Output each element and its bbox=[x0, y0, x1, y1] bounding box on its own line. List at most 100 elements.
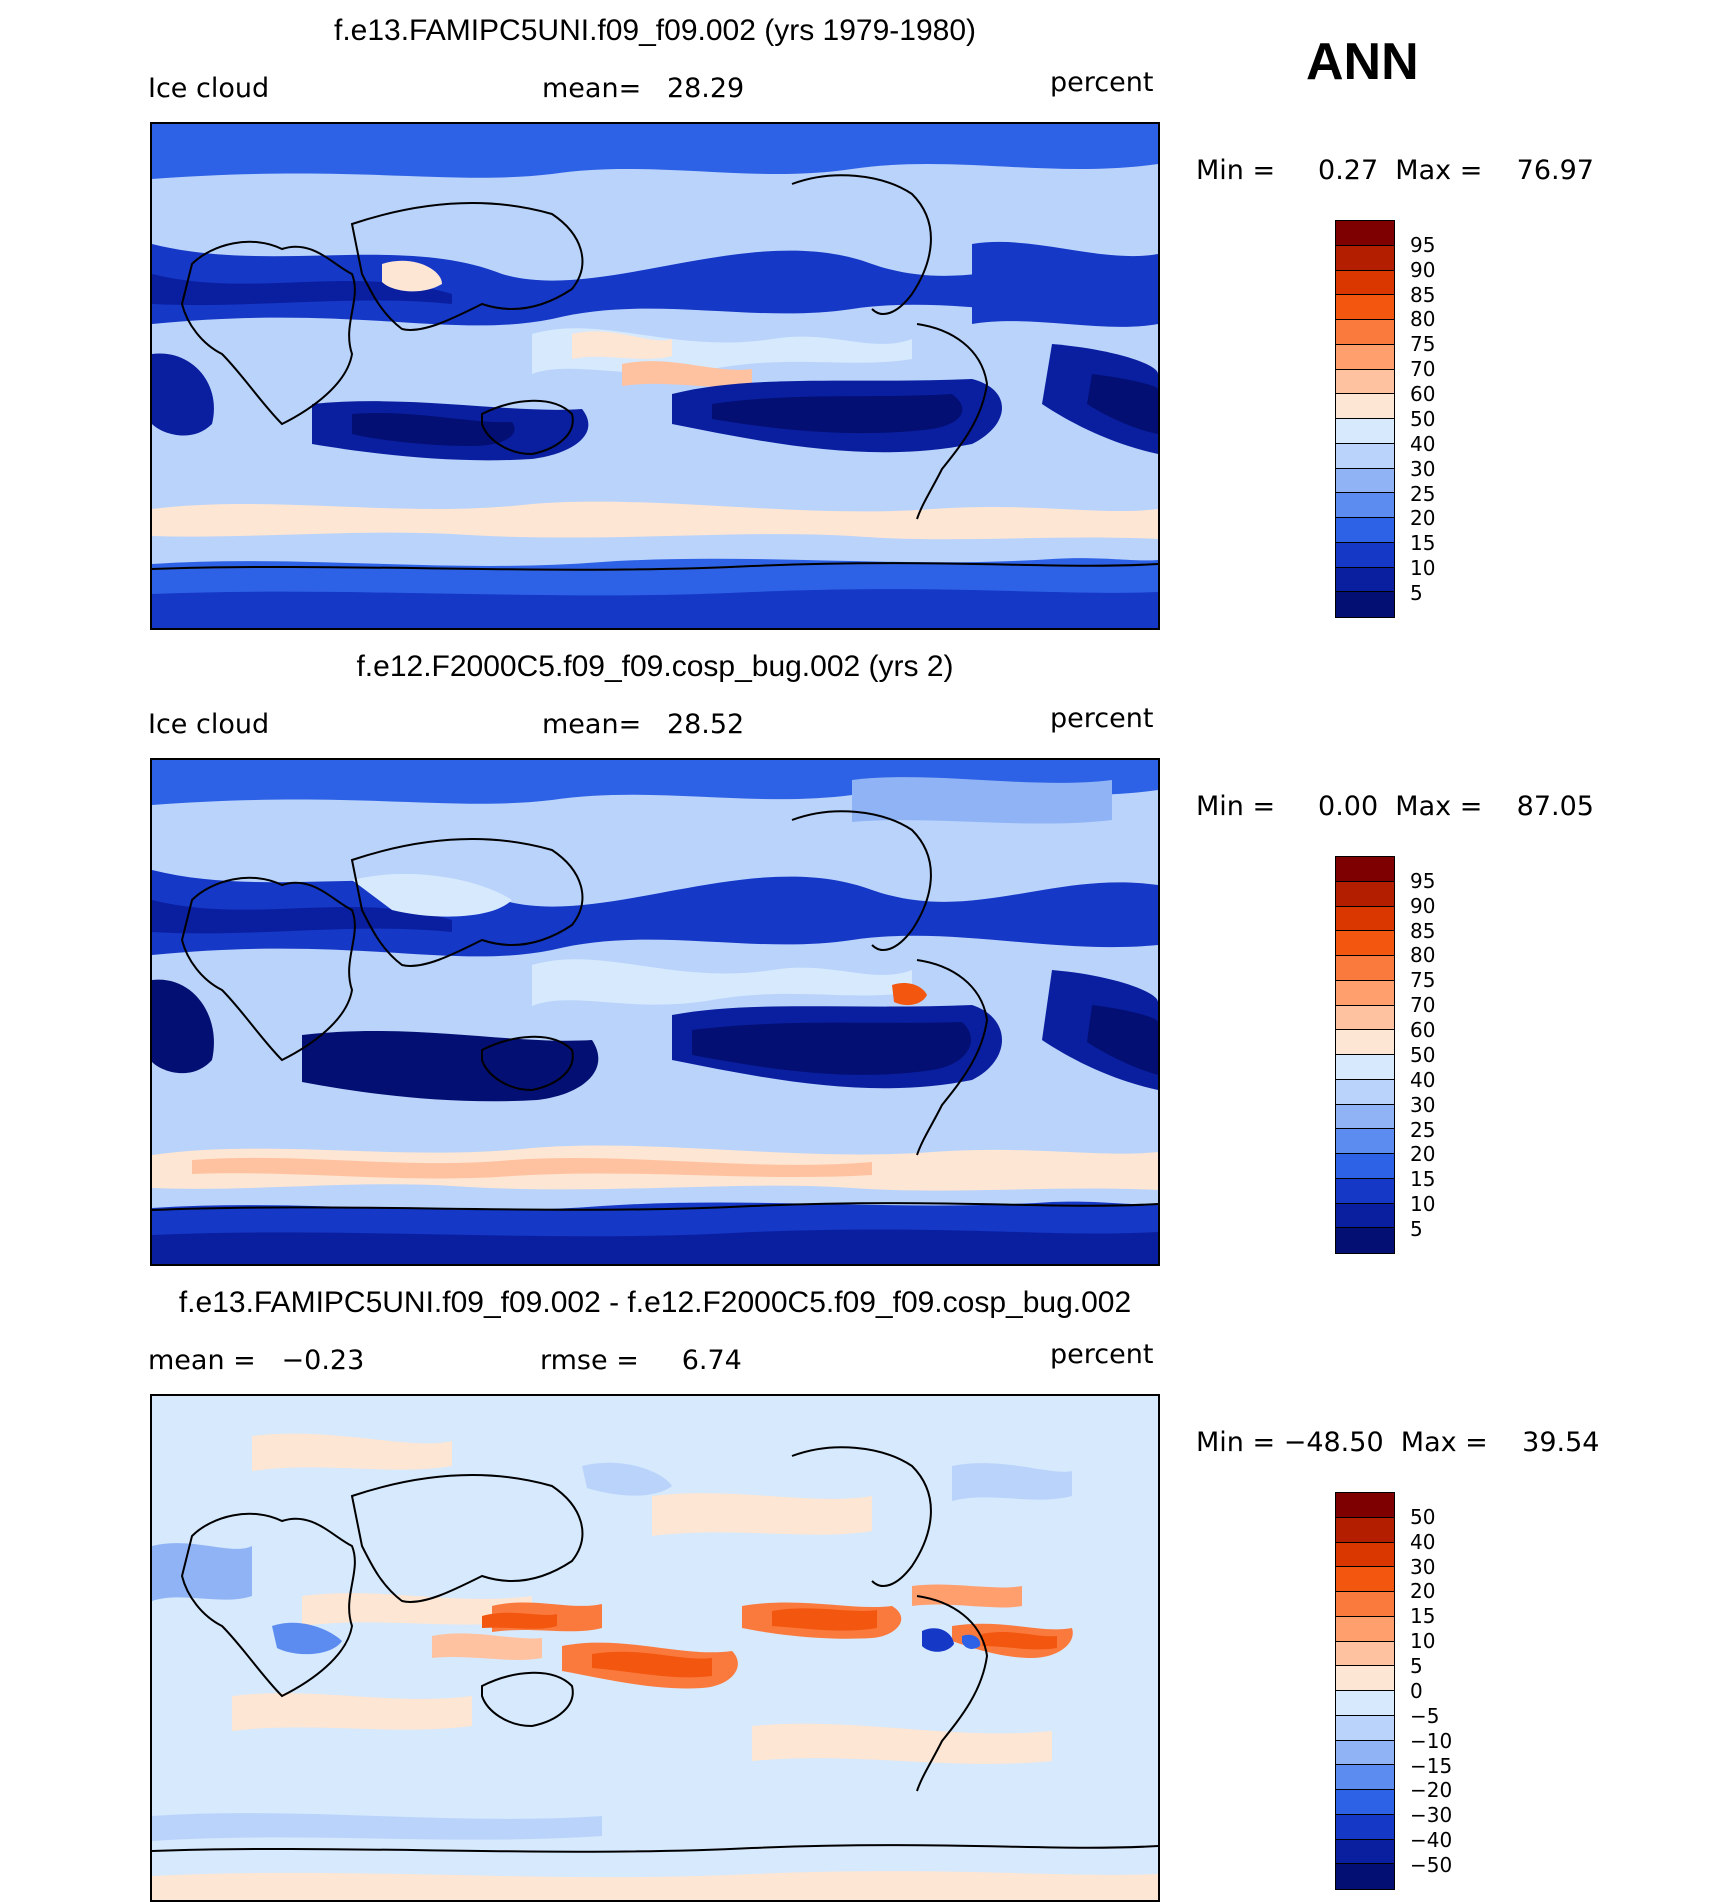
colorbar-box bbox=[1336, 1517, 1394, 1543]
colorbar-tick: 15 bbox=[1410, 1604, 1436, 1628]
colorbar-tick: 30 bbox=[1410, 457, 1436, 481]
panel-1-variable-label: Ice cloud bbox=[148, 73, 270, 104]
colorbar-box bbox=[1336, 1715, 1394, 1741]
colorbar-box bbox=[1336, 1765, 1394, 1790]
colorbar-box bbox=[1336, 468, 1394, 494]
colorbar-tick: 40 bbox=[1410, 432, 1436, 456]
colorbar-box bbox=[1336, 542, 1394, 568]
colorbar-box bbox=[1336, 344, 1394, 370]
colorbar-tick: 60 bbox=[1410, 1018, 1436, 1042]
colorbar-tick: 75 bbox=[1410, 332, 1436, 356]
colorbar-box bbox=[1336, 1030, 1394, 1055]
colorbar-box bbox=[1336, 1814, 1394, 1840]
colorbar-box bbox=[1336, 320, 1394, 345]
colorbar-box bbox=[1336, 394, 1394, 419]
panel-1-mean-label: mean= 28.29 bbox=[542, 73, 745, 104]
panel-3-rmse-label: rmse = 6.74 bbox=[540, 1345, 742, 1376]
colorbar-tick: −5 bbox=[1410, 1704, 1440, 1728]
colorbar-tick: −50 bbox=[1410, 1853, 1453, 1877]
colorbar-tick: −10 bbox=[1410, 1729, 1453, 1753]
colorbar-box bbox=[1336, 295, 1394, 320]
colorbar-tick: 80 bbox=[1410, 943, 1436, 967]
colorbar-box bbox=[1336, 1079, 1394, 1105]
colorbar-box bbox=[1336, 857, 1394, 882]
colorbar-tick: 40 bbox=[1410, 1530, 1436, 1554]
colorbar-tick: 5 bbox=[1410, 1654, 1423, 1678]
panel-2-colorbar-ticks: 95 90 85 80 75 70 60 50 40 30 25 20 15 1… bbox=[1410, 856, 1470, 1254]
colorbar-box bbox=[1336, 1203, 1394, 1229]
panel-3-contour-field bbox=[152, 1396, 1158, 1900]
colorbar-tick: 10 bbox=[1410, 556, 1436, 580]
colorbar-box bbox=[1336, 881, 1394, 907]
colorbar-box bbox=[1336, 419, 1394, 444]
colorbar-box bbox=[1336, 1493, 1394, 1518]
colorbar-tick: 90 bbox=[1410, 258, 1436, 282]
panel-1-contour-field bbox=[152, 124, 1158, 628]
colorbar-tick: 50 bbox=[1410, 407, 1436, 431]
colorbar-tick: 95 bbox=[1410, 233, 1436, 257]
colorbar-tick: 20 bbox=[1410, 506, 1436, 530]
colorbar-box bbox=[1336, 1055, 1394, 1080]
panel-3-map bbox=[150, 1394, 1160, 1902]
colorbar-box bbox=[1336, 980, 1394, 1006]
colorbar-box bbox=[1336, 1790, 1394, 1815]
colorbar-tick: 50 bbox=[1410, 1505, 1436, 1529]
panel-2-contour-field bbox=[152, 760, 1158, 1264]
panel-3-units-label: percent bbox=[1050, 1339, 1154, 1370]
panel-3-mean-label: mean = −0.23 bbox=[148, 1345, 365, 1376]
colorbar-tick: −30 bbox=[1410, 1803, 1453, 1827]
panel-3-minmax-label: Min = −48.50 Max = 39.54 bbox=[1196, 1427, 1600, 1458]
colorbar-tick: 75 bbox=[1410, 968, 1436, 992]
colorbar-tick: 15 bbox=[1410, 1167, 1436, 1191]
colorbar-tick: 85 bbox=[1410, 283, 1436, 307]
colorbar-box bbox=[1336, 1864, 1394, 1889]
colorbar-tick: 70 bbox=[1410, 357, 1436, 381]
panel-1-title: f.e13.FAMIPC5UNI.f09_f09.002 (yrs 1979-1… bbox=[333, 14, 976, 47]
panel-2-map bbox=[150, 758, 1160, 1266]
colorbar-box bbox=[1336, 567, 1394, 593]
colorbar-box bbox=[1336, 245, 1394, 271]
panel-2-colorbar bbox=[1335, 856, 1395, 1254]
colorbar-box bbox=[1336, 1740, 1394, 1766]
colorbar-box bbox=[1336, 443, 1394, 469]
colorbar-box bbox=[1336, 956, 1394, 981]
panel-3-colorbar-ticks: 50 40 30 20 15 10 5 0 −5 −10 −15 −20 −30… bbox=[1410, 1492, 1490, 1890]
colorbar-tick: 90 bbox=[1410, 894, 1436, 918]
colorbar-box bbox=[1336, 1567, 1394, 1592]
panel-2-variable-label: Ice cloud bbox=[148, 709, 270, 740]
colorbar-tick: 25 bbox=[1410, 1118, 1436, 1142]
panel-2-mean-label: mean= 28.52 bbox=[542, 709, 745, 740]
colorbar-box bbox=[1336, 1592, 1394, 1617]
colorbar-box bbox=[1336, 1641, 1394, 1667]
colorbar-box bbox=[1336, 1178, 1394, 1204]
colorbar-box bbox=[1336, 1691, 1394, 1716]
panel-1-colorbar-ticks: 95 90 85 80 75 70 60 50 40 30 25 20 15 1… bbox=[1410, 220, 1470, 618]
panel-2-title: f.e12.F2000C5.f09_f09.cosp_bug.002 (yrs … bbox=[356, 650, 954, 683]
colorbar-box bbox=[1336, 270, 1394, 296]
panel-3-colorbar bbox=[1335, 1492, 1395, 1890]
colorbar-tick: 5 bbox=[1410, 1217, 1423, 1241]
colorbar-tick: 30 bbox=[1410, 1555, 1436, 1579]
colorbar-box bbox=[1336, 1005, 1394, 1031]
colorbar-box bbox=[1336, 1839, 1394, 1865]
colorbar-box bbox=[1336, 1228, 1394, 1253]
colorbar-box bbox=[1336, 592, 1394, 617]
colorbar-tick: 10 bbox=[1410, 1629, 1436, 1653]
colorbar-tick: 70 bbox=[1410, 993, 1436, 1017]
colorbar-tick: 20 bbox=[1410, 1579, 1436, 1603]
colorbar-box bbox=[1336, 906, 1394, 932]
season-label: ANN bbox=[1306, 33, 1419, 91]
colorbar-box bbox=[1336, 1666, 1394, 1691]
colorbar-tick: 5 bbox=[1410, 581, 1423, 605]
colorbar-box bbox=[1336, 1154, 1394, 1179]
colorbar-tick: 95 bbox=[1410, 869, 1436, 893]
panel-1-units-label: percent bbox=[1050, 67, 1154, 98]
colorbar-tick: 0 bbox=[1410, 1679, 1423, 1703]
colorbar-box bbox=[1336, 369, 1394, 395]
panel-2-units-label: percent bbox=[1050, 703, 1154, 734]
colorbar-tick: −20 bbox=[1410, 1778, 1453, 1802]
panel-1-colorbar bbox=[1335, 220, 1395, 618]
colorbar-tick: 80 bbox=[1410, 307, 1436, 331]
colorbar-tick: 40 bbox=[1410, 1068, 1436, 1092]
colorbar-tick: 15 bbox=[1410, 531, 1436, 555]
